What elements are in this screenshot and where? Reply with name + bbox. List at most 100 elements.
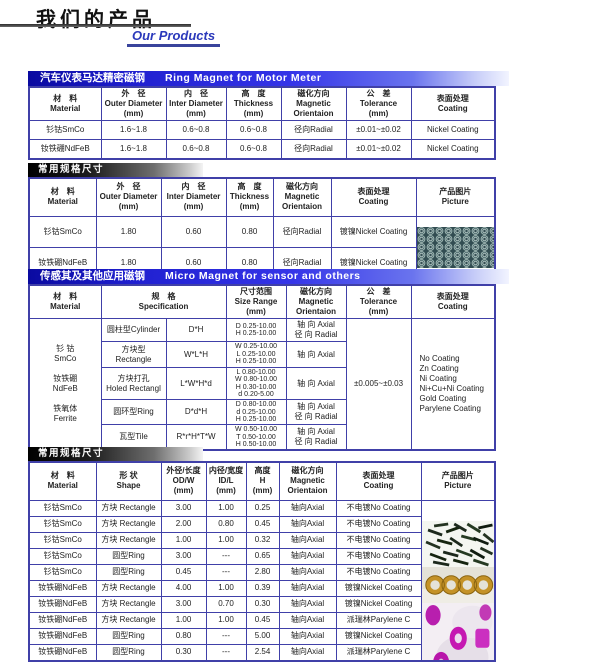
table-cell: 3.00 (160, 499, 207, 517)
table-cell: 轴向Axial (278, 563, 337, 581)
table-cell: 轴向Axial (278, 547, 337, 565)
table-cell: 1.00 (205, 499, 247, 517)
column-header: 高 度 Thickness (mm) (225, 177, 274, 217)
table-cell: 0.45 (160, 563, 207, 581)
spec-table-2-body: 钐钴SmCo 方块 Rectangle 3.00 1.00 0.25 轴向Axial 不电镀… (28, 499, 496, 662)
section-bar-label-cn: 常用规格尺寸 (38, 448, 105, 459)
table-cell: 派瑞林Parylene C (335, 611, 422, 629)
page-subtitle: Our Products (127, 28, 221, 47)
table-cell: 0.32 (245, 531, 280, 549)
header-row: 材 料 Material 形 状 Shape 外径/长度 OD/W (mm) 内… (28, 461, 496, 501)
table-row: 瓦型Tile R*r*H*T*W W 0.50-10.00 T 0.50-10.… (29, 424, 495, 451)
title-underline (0, 24, 191, 27)
table-cell: 1.00 (205, 531, 247, 549)
column-header: 表面处理 Coating (410, 284, 496, 319)
section-bar-ring-magnet: 汽车仪表马达精密磁钢 Ring Magnet for Motor Meter (28, 71, 509, 86)
size-range-cell: W 0.50-10.00 T 0.50-10.00 H 0.50-10.00 (225, 424, 287, 451)
table-row: 方块型Rectangle W*L*H W 0.25-10.00 L 0.25-1… (29, 341, 495, 368)
table-cell: 0.25 (245, 499, 280, 517)
column-header: 内径/宽度 ID/L (mm) (205, 461, 247, 501)
orientation-cell: 轴 向 Axial (285, 341, 347, 368)
orientation-cell: 轴 向 Axial (285, 366, 347, 401)
shape-cell: 瓦型Tile (100, 424, 167, 451)
shape-cell: 方块打孔 Holed Rectangl (100, 366, 167, 401)
section-bar-common-sizes-1: 常用规格尺寸 (28, 163, 203, 177)
table-cell: 镀镍Nickel Coating (335, 579, 422, 597)
table-cell: 派瑞林Parylene C (335, 643, 422, 662)
table-row: 钐钴SmCo 圆型Ring 0.45 --- 2.80 轴向Axial 不电镀No Coat… (28, 563, 495, 581)
table-cell: 5.00 (245, 627, 280, 645)
header-row: 材 料 Material 规 格 Specification 尺寸范围 Size… (28, 284, 496, 319)
table-cell: 1.00 (160, 531, 207, 549)
formula-cell: W*L*H (165, 341, 227, 368)
column-header: 外 径 Outer Diameter (mm) (100, 86, 167, 121)
table-cell: 径向Radial (280, 120, 347, 140)
table-cell: --- (205, 627, 247, 645)
table-cell: 圆型Ring (95, 563, 162, 581)
table-cell: 钕铁硼NdFeB (28, 139, 102, 159)
column-header: 磁化方向 Magnetic Orientaion (278, 461, 337, 501)
table-cell: 0.6~0.8 (165, 120, 227, 140)
table-cell: 不电镀No Coating (335, 547, 422, 565)
motor-meter-table: 材 料 Material 外 径 Outer Diameter (mm) 内 径… (28, 86, 496, 160)
column-header: 表面处理 Coating (335, 461, 422, 501)
table-cell: 钐钴SmCo (28, 563, 97, 581)
table-cell: 方块 Rectangle (95, 595, 162, 613)
table-cell: ±0.01~±0.02 (345, 139, 412, 159)
column-header: 高 度 Thickness (mm) (225, 86, 282, 121)
table-header: 材 料 Material 外 径 Outer Diameter (mm) 内 径… (28, 86, 496, 121)
table-header: 材 料 Material 形 状 Shape 外径/长度 OD/W (mm) 内… (28, 461, 496, 501)
size-range-cell: W 0.25-10.00 L 0.25-10.00 H 0.25-10.00 (225, 341, 287, 368)
rod-magnets-photo (422, 511, 494, 567)
table-cell: 不电镀No Coating (335, 499, 422, 517)
column-header: 规 格 Specification (100, 284, 227, 319)
table-cell: 方块 Rectangle (95, 611, 162, 629)
shape-cell: 圆环型Ring (100, 399, 167, 426)
table-cell: 不电镀No Coating (335, 515, 422, 533)
table-cell: 0.60 (160, 215, 227, 248)
table-row: 钐钴SmCo 1.6~1.8 0.6~0.8 0.6~0.8 径向Radial … (28, 120, 496, 140)
table-cell: 轴向Axial (278, 595, 337, 613)
section-bar-label-cn: 常用规格尺寸 (38, 164, 105, 175)
table-cell: 0.80 (225, 215, 274, 248)
header-row: 材 料 Material 外 径 Outer Diameter (mm) 内 径… (28, 177, 496, 217)
table-cell: 3.00 (160, 595, 207, 613)
table-cell: 钕铁硼NdFeB (28, 611, 97, 629)
formula-cell: L*W*H*d (165, 366, 227, 401)
size-range-cell: D 0.25-10.00 H 0.25-10.00 (225, 318, 287, 342)
formula-cell: R*r*H*T*W (165, 424, 227, 451)
header-row: 材 料 Material 外 径 Outer Diameter (mm) 内 径… (28, 86, 496, 121)
table-cell: 4.00 (160, 579, 207, 597)
table-cell: 轴向Axial (278, 643, 337, 662)
spec-table-1: 材 料 Material 外 径 Outer Diameter (mm) 内 径… (28, 177, 496, 280)
column-header: 材 料 Material (28, 86, 102, 121)
ring-magnets-grid-photo (417, 226, 494, 268)
orientation-cell: 轴 向 Axial 径 向 Radial (285, 399, 347, 426)
table-cell: 不电镀No Coating (335, 531, 422, 549)
table-cell: --- (205, 563, 247, 581)
spec-table-2: 材 料 Material 形 状 Shape 外径/长度 OD/W (mm) 内… (28, 461, 496, 662)
column-header: 材 料 Material (28, 284, 102, 319)
table-cell: 镀镍Nickel Coating (330, 215, 417, 248)
column-header: 形 状 Shape (95, 461, 162, 501)
table-cell: 径向Radial (280, 139, 347, 159)
product-picture-cell (420, 499, 496, 661)
table-cell: 2.00 (160, 515, 207, 533)
table-cell: 1.00 (205, 611, 247, 629)
table-cell: 不电镀No Coating (335, 563, 422, 581)
column-header: 磁化方向 Magnetic Orientaion (285, 284, 347, 319)
table-cell: 0.80 (160, 627, 207, 645)
table-header: 材 料 Material 规 格 Specification 尺寸范围 Size… (28, 284, 496, 319)
formula-cell: D*d*H (165, 399, 227, 426)
table-row: 钕铁硼NdFeB 方块 Rectangle 1.00 1.00 0.45 轴向Axial 派… (28, 611, 495, 629)
material-cell: 钐 钴 SmCo 钕铁硼 NdFeB 铁氧体 Ferrite (28, 318, 102, 451)
table-cell: --- (205, 547, 247, 565)
tolerance-cell: ±0.005~±0.03 (345, 318, 412, 451)
gold-ring-magnets-photo (422, 557, 494, 603)
table-cell: ±0.01~±0.02 (345, 120, 412, 140)
table-cell: 2.54 (245, 643, 280, 662)
column-header: 内 径 Inter Diameter (mm) (160, 177, 227, 217)
table-cell: 钐钴SmCo (28, 120, 102, 140)
table-cell: 轴向Axial (278, 515, 337, 533)
table-cell: 0.30 (245, 595, 280, 613)
